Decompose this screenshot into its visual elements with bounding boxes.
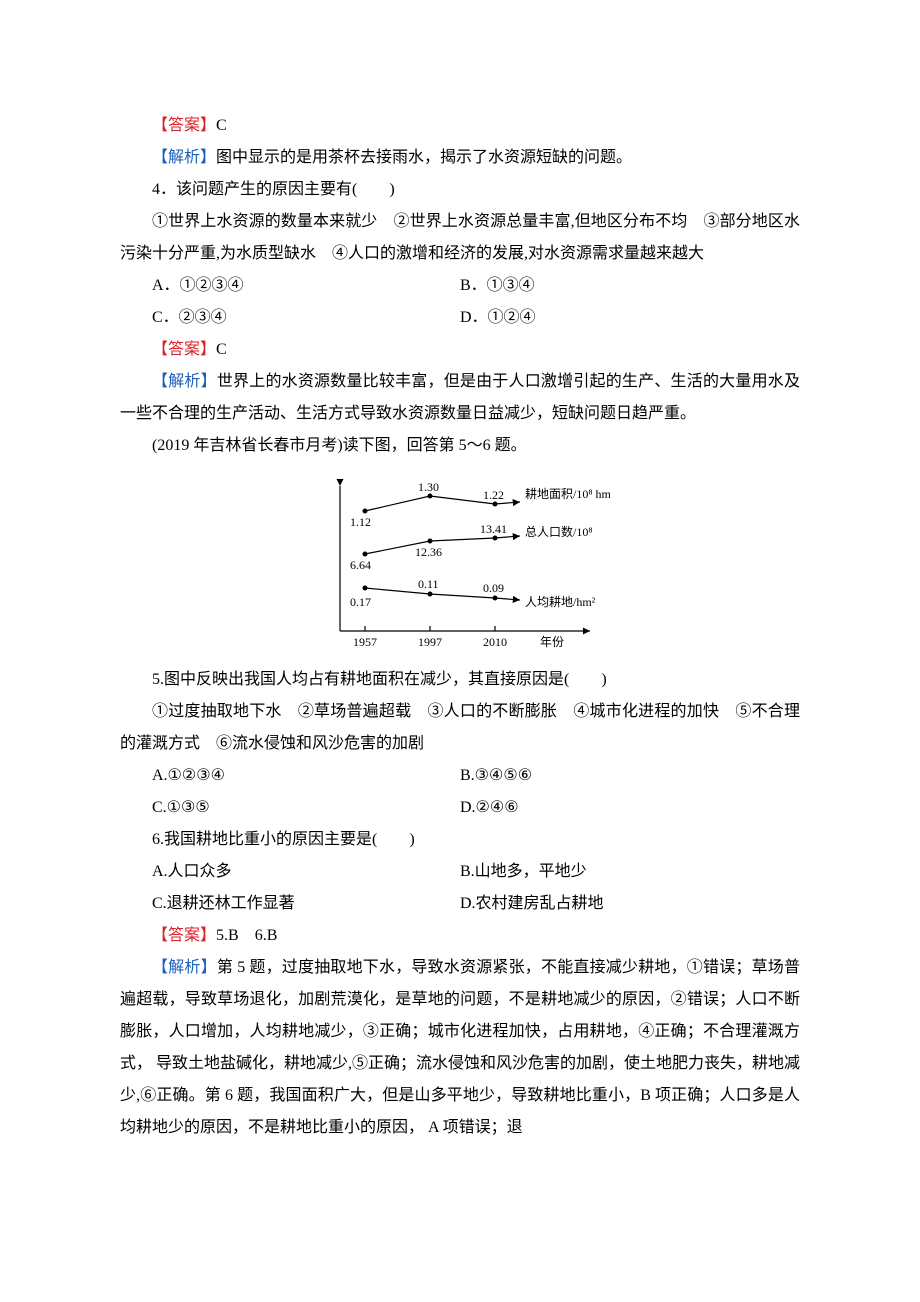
analysis-prefix: 【解析】 (152, 959, 217, 976)
analysis-prefix: 【解析】 (152, 149, 216, 166)
q4-answer-line: 【答案】C (120, 334, 800, 366)
value: 6.64 (350, 558, 371, 572)
answer-prefix: 【答案】 (152, 117, 216, 134)
answer-value: C (216, 341, 227, 358)
series-arrow (495, 536, 520, 538)
x-tick-label: 1997 (418, 635, 442, 649)
dot (363, 586, 368, 591)
q4-stem-text: 该问题产生的原因主要有( ) (176, 181, 395, 198)
value: 12.36 (415, 545, 442, 559)
analysis-56: 【解析】第 5 题，过度抽取地下水，导致水资源紧张，不能直接减少耕地，①错误；草… (120, 952, 800, 1144)
dot (428, 539, 433, 544)
q4-option-c: C．②③④ (120, 302, 460, 334)
q4-option-b: B．①③④ (460, 270, 800, 302)
q6-number: 6. (152, 831, 164, 848)
q4-option-a: A．①②③④ (120, 270, 460, 302)
value: 0.09 (483, 581, 504, 595)
q6-options-row1: A.人口众多 B.山地多，平地少 (120, 856, 800, 888)
q6-options-row2: C.退耕还林工作显著 D.农村建房乱占耕地 (120, 888, 800, 920)
x-tick-label: 1957 (353, 635, 377, 649)
q5-stem-text: 图中反映出我国人均占有耕地面积在减少，其直接原因是( ) (164, 671, 607, 688)
q4-options-row2: C．②③④ D．①②④ (120, 302, 800, 334)
series-label: 总人口数/10⁸ (525, 524, 593, 539)
q5-option-b: B.③④⑤⑥ (460, 760, 800, 792)
q5-options-row1: A.①②③④ B.③④⑤⑥ (120, 760, 800, 792)
answer-prefix: 【答案】 (152, 341, 216, 358)
dot (363, 509, 368, 514)
answers-56: 【答案】5.B 6.B (120, 920, 800, 952)
q6-option-c: C.退耕还林工作显著 (120, 888, 460, 920)
q4-number: 4． (152, 181, 176, 198)
analysis-text: 世界上的水资源数量比较丰富，但是由于人口激增引起的生产、生活的大量用水及一些不合… (120, 373, 800, 422)
q4-analysis-line: 【解析】世界上的水资源数量比较丰富，但是由于人口激增引起的生产、生活的大量用水及… (120, 366, 800, 430)
q5-option-a: A.①②③④ (120, 760, 460, 792)
dot (363, 552, 368, 557)
dot (428, 592, 433, 597)
q4-statements: ①世界上水资源的数量本来就少 ②世界上水资源总量丰富,但地区分布不均 ③部分地区… (120, 206, 800, 270)
value: 13.41 (480, 522, 507, 536)
series-arrow (495, 598, 520, 600)
value: 1.12 (350, 515, 371, 529)
q6-stem-text: 我国耕地比重小的原因主要是( ) (164, 831, 415, 848)
q5-options-row2: C.①③⑤ D.②④⑥ (120, 792, 800, 824)
answer-value: C (216, 117, 227, 134)
q3-answer-line: 【答案】C (120, 110, 800, 142)
series-arrow (495, 502, 520, 504)
chart-container: 耕地面积/10⁸ hm² 1.12 1.30 1.22 总人口数/10⁸ 6.6… (120, 466, 800, 656)
q5-stem: 5.图中反映出我国人均占有耕地面积在减少，其直接原因是( ) (120, 664, 800, 696)
q6-option-b: B.山地多，平地少 (460, 856, 800, 888)
series-label: 人均耕地/hm² (525, 594, 596, 609)
q5-statements: ①过度抽取地下水 ②草场普遍超载 ③人口的不断膨胀 ④城市化进程的加快 ⑤不合理… (120, 696, 800, 760)
x-axis-label: 年份 (540, 635, 564, 649)
q4-option-d: D．①②④ (460, 302, 800, 334)
q6-option-d: D.农村建房乱占耕地 (460, 888, 800, 920)
q6-option-a: A.人口众多 (120, 856, 460, 888)
value: 0.17 (350, 595, 371, 609)
x-tick-label: 2010 (483, 635, 507, 649)
answer-value: 5.B 6.B (216, 927, 277, 944)
q5-number: 5. (152, 671, 164, 688)
q3-analysis-line: 【解析】图中显示的是用茶杯去接雨水，揭示了水资源短缺的问题。 (120, 142, 800, 174)
context-56: (2019 年吉林省长春市月考)读下图，回答第 5～6 题。 (120, 430, 800, 462)
dot (428, 494, 433, 499)
series-label: 耕地面积/10⁸ hm² (525, 486, 610, 501)
analysis-text: 图中显示的是用茶杯去接雨水，揭示了水资源短缺的问题。 (216, 149, 632, 166)
value: 1.22 (483, 488, 504, 502)
analysis-prefix: 【解析】 (152, 373, 217, 390)
value: 0.11 (418, 577, 439, 591)
answer-prefix: 【答案】 (152, 927, 216, 944)
value: 1.30 (418, 480, 439, 494)
analysis-text: 第 5 题，过度抽取地下水，导致水资源紧张，不能直接减少耕地，①错误；草场普遍超… (120, 959, 800, 1136)
q5-option-c: C.①③⑤ (120, 792, 460, 824)
q4-stem: 4．该问题产生的原因主要有( ) (120, 174, 800, 206)
q6-stem: 6.我国耕地比重小的原因主要是( ) (120, 824, 800, 856)
q4-options-row1: A．①②③④ B．①③④ (120, 270, 800, 302)
page: 【答案】C 【解析】图中显示的是用茶杯去接雨水，揭示了水资源短缺的问题。 4．该… (0, 0, 920, 1302)
line-chart: 耕地面积/10⁸ hm² 1.12 1.30 1.22 总人口数/10⁸ 6.6… (310, 466, 610, 656)
q5-option-d: D.②④⑥ (460, 792, 800, 824)
